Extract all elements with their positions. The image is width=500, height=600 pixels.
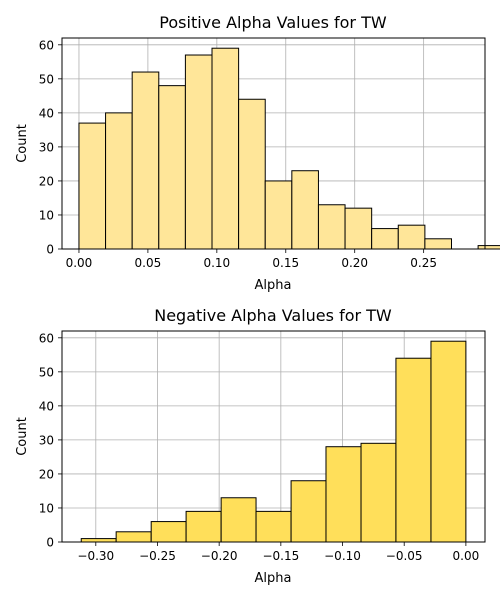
negative-y-ticks: 0 10 20 30 40 50 60 <box>39 331 62 550</box>
positive-histogram-bar <box>78 122 107 250</box>
negative-histogram-bar <box>255 510 292 543</box>
positive-y-tick-label: 30 <box>39 140 54 154</box>
positive-histogram-bar <box>105 112 133 250</box>
negative-histogram-bar <box>185 510 222 543</box>
negative-axes-frame <box>61 330 486 543</box>
negative-histogram-bar <box>115 531 152 543</box>
negative-histogram-bar <box>360 442 397 543</box>
negative-y-tick-label: 0 <box>46 536 54 550</box>
positive-y-tick-label: 0 <box>46 243 54 257</box>
negative-alpha-histogram: Negative Alpha Values for TW −0.30 −0.25−… <box>15 306 486 586</box>
positive-histogram-bar <box>211 47 240 250</box>
positive-histogram-bar <box>317 204 346 250</box>
negative-chart-title: Negative Alpha Values for TW <box>154 306 392 325</box>
positive-chart-title: Positive Alpha Values for TW <box>159 13 387 32</box>
negative-y-tick-label: 60 <box>39 331 54 345</box>
positive-axes-frame <box>61 37 486 250</box>
negative-x-tick-label: −0.10 <box>324 549 361 563</box>
positive-y-tick-label: 40 <box>39 106 54 120</box>
negative-x-tick-label: −0.30 <box>77 549 114 563</box>
negative-x-ticks: −0.30 −0.25 −0.20 −0.15 −0.10 −0.05 0.00 <box>77 542 479 563</box>
negative-y-tick-label: 20 <box>39 467 54 481</box>
negative-y-tick-label: 50 <box>39 365 54 379</box>
positive-x-tick-label: 0.10 <box>203 256 230 270</box>
positive-y-ticks: 0 10 20 30 40 50 60 <box>39 38 62 257</box>
positive-histogram-bar <box>424 238 452 250</box>
negative-histogram-bar <box>220 497 257 543</box>
positive-x-tick-label: 0.15 <box>272 256 299 270</box>
positive-histogram-bar <box>397 224 426 250</box>
positive-histogram-bar <box>158 85 186 250</box>
negative-bars <box>80 340 467 543</box>
positive-y-tick-label: 60 <box>39 38 54 52</box>
negative-x-tick-label: −0.15 <box>262 549 299 563</box>
negative-histogram-bar <box>290 480 327 543</box>
positive-histogram-bar <box>344 207 373 250</box>
positive-x-tick-label: 0.00 <box>66 256 93 270</box>
positive-y-tick-label: 10 <box>39 208 54 222</box>
positive-histogram-bar <box>291 170 319 250</box>
negative-x-tick-label: −0.20 <box>201 549 238 563</box>
positive-y-axis-label: Count <box>15 124 30 163</box>
positive-bars <box>78 47 500 250</box>
positive-histogram-bar <box>477 245 500 250</box>
positive-histogram-bar <box>371 228 399 250</box>
negative-histogram-bar <box>395 357 432 543</box>
negative-x-tick-label: −0.25 <box>139 549 176 563</box>
positive-histogram-bar <box>238 98 266 250</box>
positive-y-tick-label: 20 <box>39 174 54 188</box>
negative-y-tick-label: 40 <box>39 399 54 413</box>
negative-histogram-bar <box>150 521 187 543</box>
negative-y-tick-label: 30 <box>39 433 54 447</box>
negative-histogram-bar <box>430 340 467 543</box>
positive-x-ticks: 0.00 0.05 0.10 0.15 0.20 0.25 <box>66 249 437 270</box>
negative-x-tick-label: −0.05 <box>386 549 423 563</box>
positive-x-tick-label: 0.05 <box>135 256 162 270</box>
positive-x-axis-label: Alpha <box>255 278 292 293</box>
positive-y-tick-label: 50 <box>39 72 54 86</box>
positive-histogram-bar <box>264 180 293 250</box>
negative-histogram-bar <box>80 538 117 543</box>
negative-y-tick-label: 10 <box>39 501 54 515</box>
positive-x-tick-label: 0.20 <box>341 256 368 270</box>
positive-histogram-bar <box>184 54 213 250</box>
positive-histogram-bar <box>131 71 160 250</box>
positive-alpha-histogram: Positive Alpha Values for TW 0.00 0.05 0.1… <box>15 13 500 293</box>
negative-x-axis-label: Alpha <box>255 571 292 586</box>
negative-histogram-bar <box>325 446 362 543</box>
negative-y-axis-label: Count <box>15 417 30 456</box>
positive-x-tick-label: 0.25 <box>410 256 437 270</box>
negative-x-tick-label: 0.00 <box>453 549 480 563</box>
